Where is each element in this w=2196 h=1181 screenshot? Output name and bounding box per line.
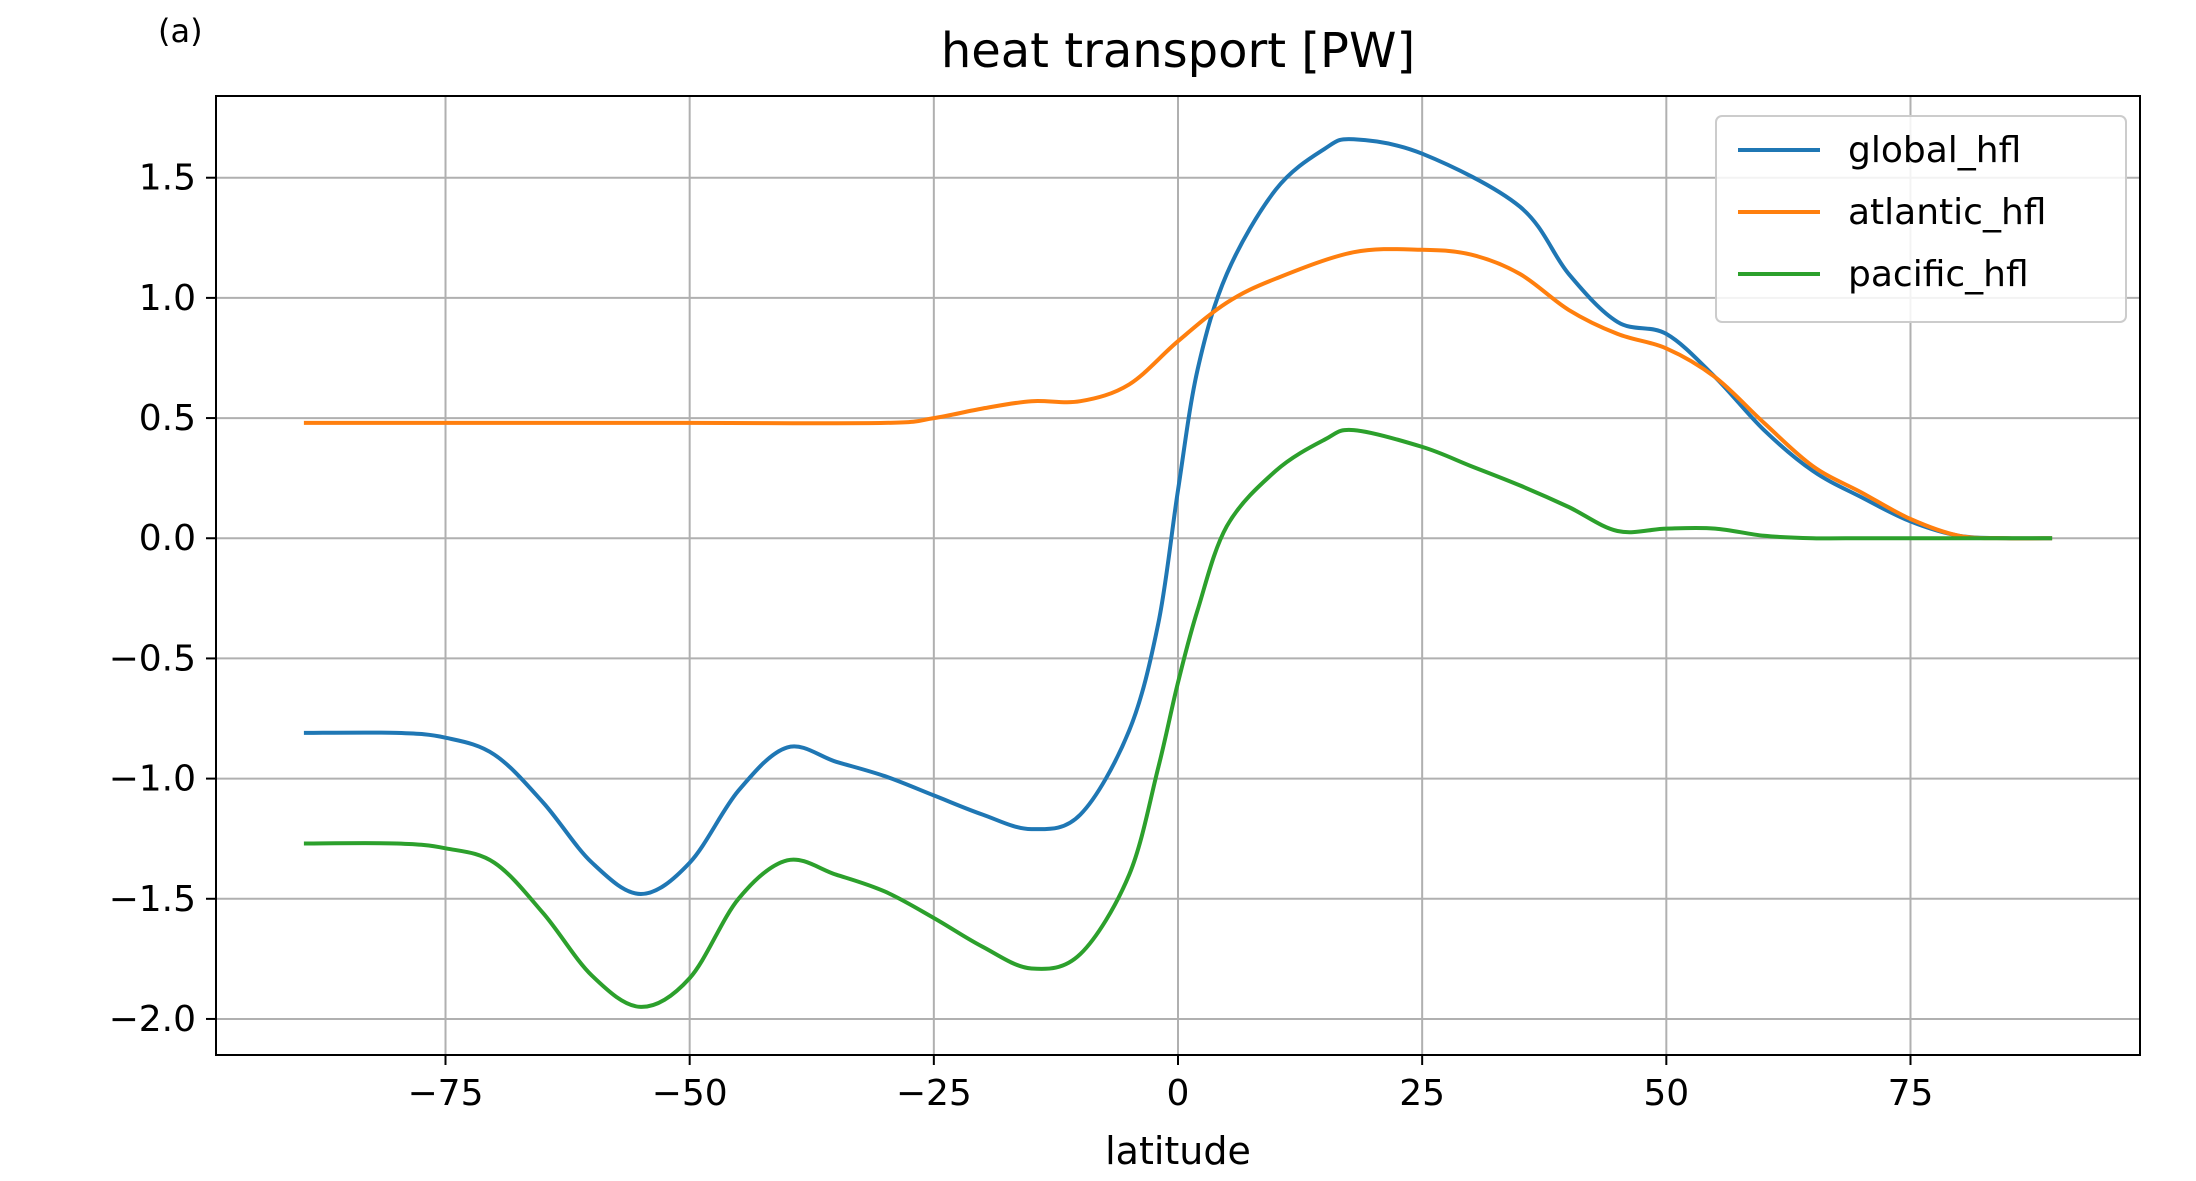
x-tick-label: 25 [1399,1073,1445,1114]
series-line-atlantic-hfl [303,247,2053,541]
x-tick-label: 75 [1888,1073,1934,1114]
x-tick-label: 0 [1167,1073,1190,1114]
y-tick-label: 0.5 [139,398,196,439]
y-tick-label: −2.0 [109,999,196,1040]
chart-title: heat transport [PW] [941,23,1415,79]
legend-box [1715,115,2127,323]
y-tick-label: 1.5 [139,158,196,199]
y-tick-label: −1.5 [109,879,196,920]
legend-label: global_hfl [1848,130,2021,171]
x-tick-label: −75 [408,1073,484,1114]
y-tick-label: 0.0 [139,518,196,559]
x-axis-ticks: −75 −50 −25 0 25 50 75 [408,1055,1934,1114]
y-tick-label: 1.0 [139,278,196,319]
x-tick-label: 50 [1643,1073,1689,1114]
y-tick-label: −1.0 [109,759,196,800]
x-axis-label: latitude [1105,1129,1251,1173]
y-axis-ticks: −2.0 −1.5 −1.0 −0.5 0.0 0.5 1.0 1.5 [109,158,216,1040]
legend-label: atlantic_hfl [1848,192,2046,233]
grid-lines [216,96,2140,1055]
legend: global_hfl atlantic_hfl pacific_hfl [1715,115,2127,323]
series-lines [303,137,2053,1009]
series-line-pacific-hfl [303,427,2053,1009]
panel-label: (a) [158,12,203,50]
x-tick-label: −50 [652,1073,728,1114]
y-tick-label: −0.5 [109,638,196,679]
legend-label: pacific_hfl [1848,254,2029,295]
x-tick-label: −25 [896,1073,972,1114]
series-line-global-hfl [303,137,2053,896]
